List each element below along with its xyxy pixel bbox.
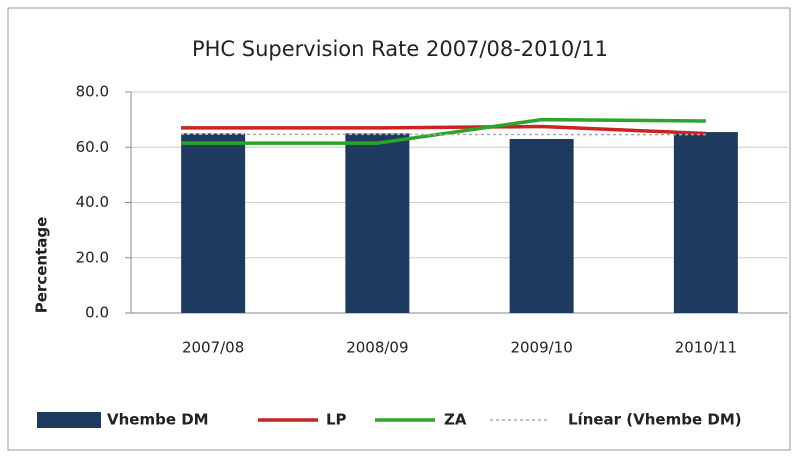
legend-swatch (37, 412, 101, 428)
x-tick-label: 2008/09 (346, 339, 408, 357)
line (181, 117, 706, 145)
legend-label: Línear (Vhembe DM) (568, 411, 742, 429)
line (181, 124, 706, 136)
bar (345, 133, 410, 313)
y-tick-label: 80.0 (76, 83, 109, 101)
bar (509, 138, 574, 313)
bar (673, 132, 738, 313)
y-tick-label: 0.0 (85, 304, 109, 322)
legend-label: ZA (444, 411, 467, 429)
y-tick-label: 60.0 (76, 138, 109, 156)
x-tick-label: 2009/10 (510, 339, 572, 357)
legend-label: LP (326, 411, 347, 429)
bar (181, 133, 246, 313)
chart-title: PHC Supervision Rate 2007/08-2010/11 (192, 37, 608, 61)
x-tick-label: 2010/11 (675, 339, 737, 357)
legend-label: Vhembe DM (107, 411, 209, 429)
y-axis-title: Percentage (33, 217, 51, 314)
y-tick-label: 40.0 (76, 193, 109, 211)
x-tick-label: 2007/08 (182, 339, 244, 357)
y-tick-label: 20.0 (76, 248, 109, 266)
